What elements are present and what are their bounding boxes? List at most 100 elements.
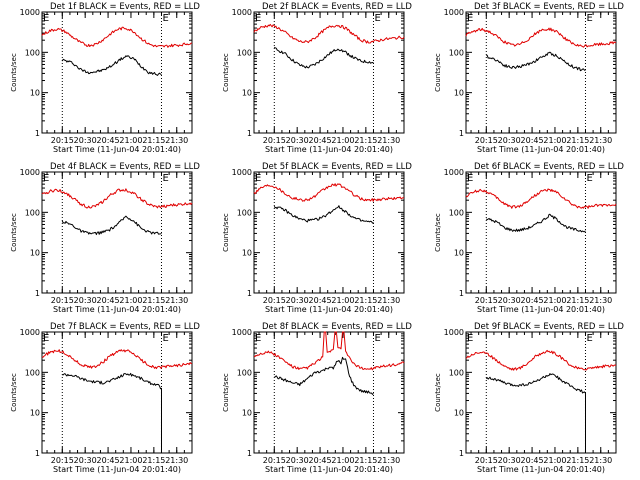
x-tick-label: 21:00: [331, 296, 354, 305]
event-marker: E: [162, 13, 168, 24]
y-tick-label: 10: [242, 89, 252, 98]
x-tick-label: 20:30: [286, 456, 309, 465]
x-tick-label: 20:45: [309, 296, 332, 305]
event-marker: E: [467, 13, 473, 24]
y-tick-label: 1000: [20, 328, 40, 337]
plot-frame: [41, 11, 193, 134]
x-tick-label: 21:30: [165, 456, 188, 465]
lld-series-line: [253, 183, 404, 202]
y-tick-label: 1: [35, 449, 40, 458]
lld-series-line: [465, 27, 617, 48]
plot-frame: [465, 171, 617, 294]
plot-frame: [253, 171, 405, 294]
x-tick-label: 20:45: [521, 296, 544, 305]
y-tick-label: 100: [237, 208, 252, 217]
lld-series-line: [465, 188, 617, 209]
x-tick-label: 21:30: [589, 296, 612, 305]
y-tick-label: 10: [30, 409, 40, 418]
x-tick-label: 21:15: [142, 136, 165, 145]
panel-title: Det 5f BLACK = Events, RED = LLD: [262, 162, 412, 172]
event-marker: E: [43, 333, 49, 344]
x-tick-label: 20:30: [74, 296, 97, 305]
y-tick-label: 10: [454, 249, 464, 258]
panel-title: Det 3f BLACK = Events, RED = LLD: [474, 2, 624, 12]
x-tick-label: 21:00: [543, 296, 566, 305]
x-tick-label: 21:30: [165, 296, 188, 305]
y-tick-label: 100: [25, 208, 40, 217]
y-tick-label: 10: [30, 249, 40, 258]
events-series-line: [485, 373, 586, 453]
y-tick-label: 100: [25, 368, 40, 377]
event-marker: E: [255, 333, 261, 344]
lld-series-line: [41, 26, 193, 48]
y-tick-label: 1: [247, 129, 252, 138]
event-marker: E: [162, 173, 168, 184]
event-marker: E: [467, 173, 473, 184]
x-tick-label: 21:30: [165, 136, 188, 145]
x-tick-label: 20:30: [74, 456, 97, 465]
x-tick-label: 21:15: [566, 456, 589, 465]
chart-panel-4: Det 4f BLACK = Events, RED = LLD 1 10 100 10…: [10, 162, 200, 314]
chart-panel-7: Det 7f BLACK = Events, RED = LLD 1 10 100 10…: [10, 322, 200, 474]
x-axis-label: Start Time (11-Jun-04 20:01:40): [53, 145, 181, 154]
x-tick-label: 20:45: [309, 456, 332, 465]
event-marker: E: [374, 173, 380, 184]
x-tick-label: 20:45: [521, 456, 544, 465]
x-tick-label: 21:30: [589, 136, 612, 145]
x-tick-label: 21:15: [354, 296, 377, 305]
lld-series-line: [465, 349, 617, 371]
chart-panel-8: Det 8f BLACK = Events, RED = LLD 1 10 100 10…: [222, 322, 412, 474]
events-series-line: [61, 55, 162, 76]
x-tick-label: 21:30: [377, 296, 400, 305]
x-tick-label: 21:30: [377, 456, 400, 465]
y-tick-label: 10: [242, 249, 252, 258]
events-series-line: [485, 213, 586, 233]
panel-title: Det 2f BLACK = Events, RED = LLD: [262, 2, 412, 12]
panel-title: Det 6f BLACK = Events, RED = LLD: [474, 162, 624, 172]
x-tick-label: 21:30: [589, 456, 612, 465]
events-series-line: [274, 46, 374, 69]
x-axis-label: Start Time (11-Jun-04 20:01:40): [265, 465, 393, 474]
x-tick-label: 21:30: [377, 136, 400, 145]
x-axis-label: Start Time (11-Jun-04 20:01:40): [477, 145, 605, 154]
y-tick-label: 100: [449, 48, 464, 57]
x-axis-label: Start Time (11-Jun-04 20:01:40): [265, 305, 393, 314]
event-marker: E: [255, 173, 261, 184]
y-tick-label: 1000: [20, 168, 40, 177]
x-axis-label: Start Time (11-Jun-04 20:01:40): [477, 465, 605, 474]
x-tick-label: 20:30: [498, 456, 521, 465]
chart-panel-3: Det 3f BLACK = Events, RED = LLD 1 10 100 10…: [434, 2, 624, 154]
y-tick-label: 100: [449, 208, 464, 217]
y-axis-label: Counts/sec: [10, 373, 18, 412]
x-tick-label: 20:15: [475, 296, 498, 305]
y-tick-label: 1000: [20, 8, 40, 17]
x-tick-label: 20:15: [263, 136, 286, 145]
plot-frame: [41, 331, 193, 454]
x-tick-label: 21:15: [354, 136, 377, 145]
events-series-line: [61, 215, 162, 236]
y-tick-label: 1: [35, 289, 40, 298]
y-axis-label: Counts/sec: [10, 213, 18, 252]
y-axis-label: Counts/sec: [434, 213, 442, 252]
events-series-line: [62, 372, 162, 453]
x-tick-label: 21:15: [354, 456, 377, 465]
events-series-line: [486, 51, 586, 72]
event-marker: E: [374, 13, 380, 24]
x-tick-label: 20:15: [263, 456, 286, 465]
y-tick-label: 100: [237, 48, 252, 57]
panel-title: Det 8f BLACK = Events, RED = LLD: [262, 322, 412, 332]
y-tick-label: 1: [247, 449, 252, 458]
x-tick-label: 20:15: [51, 296, 74, 305]
x-tick-label: 20:30: [286, 136, 309, 145]
x-tick-label: 20:30: [498, 136, 521, 145]
event-marker: E: [374, 333, 380, 344]
y-axis-label: Counts/sec: [10, 53, 18, 92]
x-tick-label: 20:15: [263, 296, 286, 305]
event-marker: E: [162, 333, 168, 344]
lld-series-line: [41, 188, 193, 209]
y-tick-label: 100: [25, 48, 40, 57]
plot-frame: [253, 11, 405, 134]
y-tick-label: 1: [459, 289, 464, 298]
event-marker: E: [586, 173, 592, 184]
lld-series-line: [253, 331, 405, 371]
